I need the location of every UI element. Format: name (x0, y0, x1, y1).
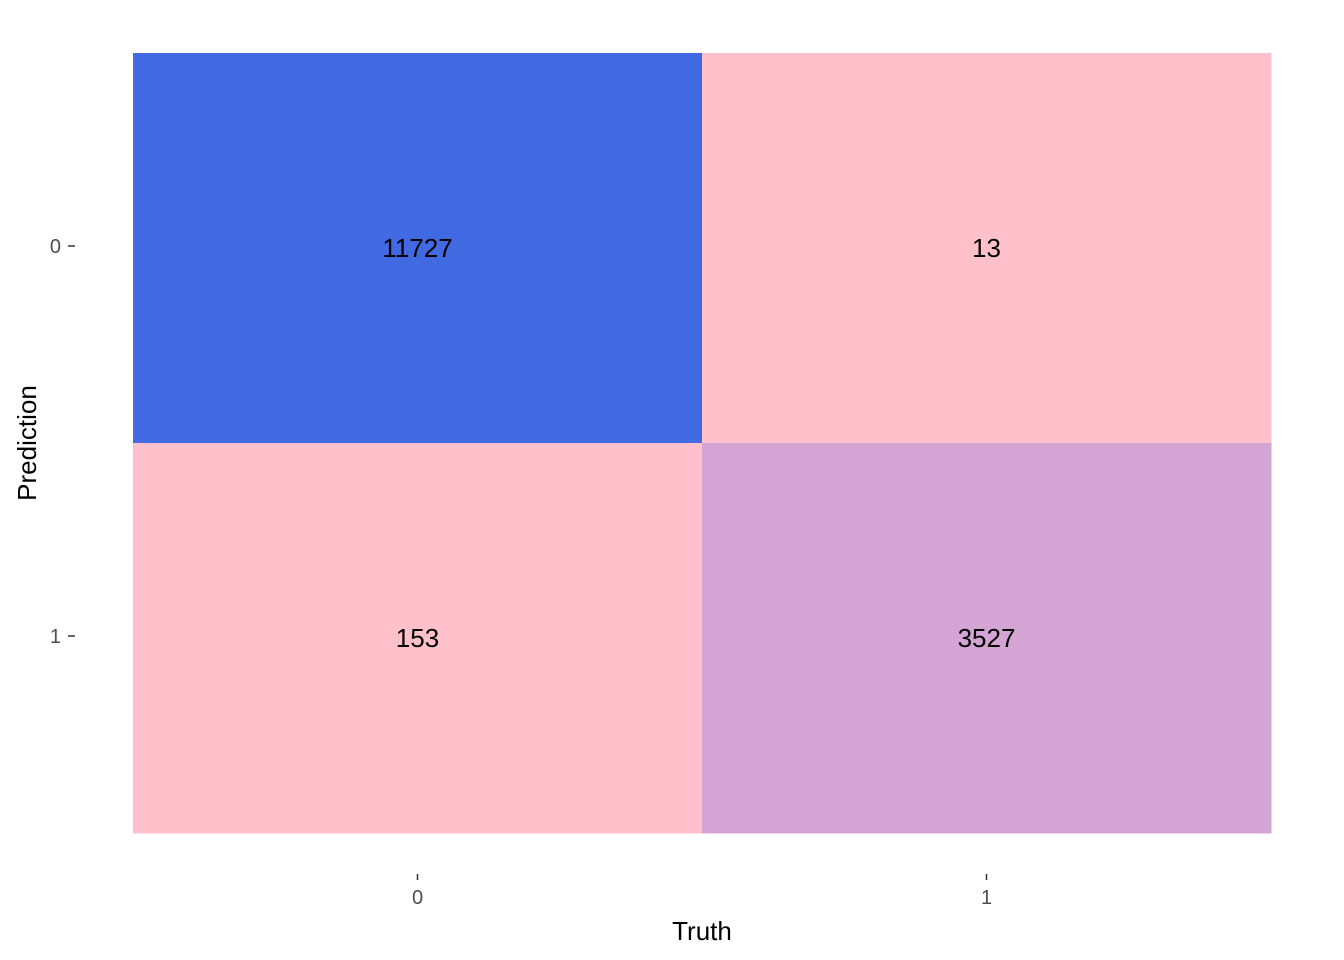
y-tick-label: 0 (50, 236, 61, 258)
cell-value-label: 153 (396, 623, 439, 653)
heatmap-cell-truth-1-prediction-1 (702, 443, 1272, 834)
cell-value-label: 13 (972, 233, 1001, 263)
x-tick-label: 1 (981, 887, 992, 909)
y-axis-title: Prediction (12, 385, 42, 501)
x-axis-title: Truth (672, 916, 732, 946)
cell-value-labels: 11727 13 153 3527 (382, 233, 1015, 653)
heatmap-cell-truth-0-prediction-0 (133, 53, 703, 444)
heatmap-cell-truth-0-prediction-1 (133, 443, 703, 834)
cell-value-label: 3527 (958, 623, 1016, 653)
heatmap-cell-truth-1-prediction-0 (702, 53, 1272, 444)
cell-value-label: 11727 (382, 233, 452, 263)
heatmap-cells (133, 53, 1272, 834)
y-axis: 01 (50, 236, 75, 648)
y-tick-label: 1 (50, 626, 61, 648)
x-tick-label: 0 (412, 887, 423, 909)
